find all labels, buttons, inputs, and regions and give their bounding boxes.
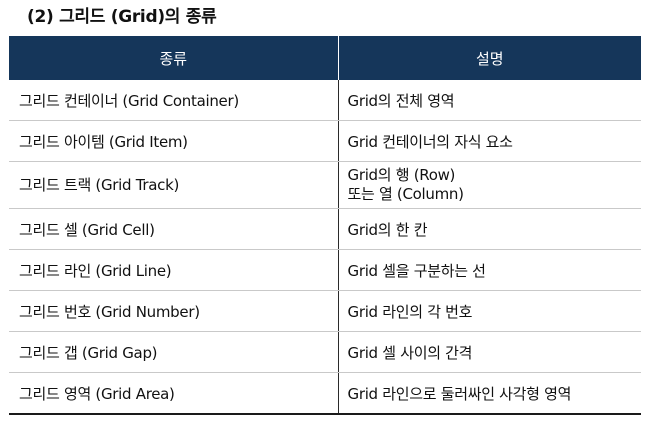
cell-description: Grid 셀을 구분하는 선: [337, 249, 641, 291]
table-header-row: 종류 설명: [9, 36, 641, 80]
table-row: 그리드 아이템 (Grid Item) Grid 컨테이너의 자식 요소: [9, 120, 641, 162]
cell-type: 그리드 트랙 (Grid Track): [9, 161, 338, 209]
description-line: 또는 열 (Column): [347, 185, 464, 203]
header-description: 설명: [337, 36, 641, 80]
cell-type: 그리드 아이템 (Grid Item): [9, 120, 338, 162]
header-type: 종류: [9, 36, 338, 80]
cell-description: Grid 컨테이너의 자식 요소: [337, 120, 641, 162]
cell-type: 그리드 컨테이너 (Grid Container): [9, 80, 338, 121]
description-line: Grid 셀 사이의 간격: [347, 343, 473, 362]
description-line: Grid의 전체 영역: [347, 91, 455, 110]
cell-description: Grid 셀 사이의 간격: [337, 331, 641, 373]
cell-type: 그리드 갭 (Grid Gap): [9, 331, 338, 373]
table-row: 그리드 라인 (Grid Line) Grid 셀을 구분하는 선: [9, 249, 641, 291]
section-title: (2) 그리드 (Grid)의 종류: [27, 7, 217, 27]
table-row: 그리드 갭 (Grid Gap) Grid 셀 사이의 간격: [9, 331, 641, 373]
description-line: Grid 컨테이너의 자식 요소: [347, 132, 513, 151]
cell-type: 그리드 셀 (Grid Cell): [9, 208, 338, 250]
table-row: 그리드 번호 (Grid Number) Grid 라인의 각 번호: [9, 290, 641, 332]
description-line: Grid 셀을 구분하는 선: [347, 261, 486, 280]
cell-type: 그리드 번호 (Grid Number): [9, 290, 338, 332]
cell-type: 그리드 영역 (Grid Area): [9, 372, 338, 415]
table-row: 그리드 컨테이너 (Grid Container) Grid의 전체 영역: [9, 80, 641, 121]
cell-description: Grid의 전체 영역: [337, 80, 641, 121]
grid-types-table: 종류 설명 그리드 컨테이너 (Grid Container) Grid의 전체…: [9, 36, 641, 415]
description-line: Grid 라인으로 둘러싸인 사각형 영역: [347, 384, 572, 403]
description-line: Grid 라인의 각 번호: [347, 302, 473, 321]
description-line: Grid의 행 (Row): [347, 166, 456, 184]
table-row: 그리드 영역 (Grid Area) Grid 라인으로 둘러싸인 사각형 영역: [9, 372, 641, 415]
table-row: 그리드 트랙 (Grid Track) Grid의 행 (Row) 또는 열 (…: [9, 161, 641, 209]
cell-description: Grid의 한 칸: [337, 208, 641, 250]
table-row: 그리드 셀 (Grid Cell) Grid의 한 칸: [9, 208, 641, 250]
description-line: Grid의 한 칸: [347, 220, 428, 239]
cell-type: 그리드 라인 (Grid Line): [9, 249, 338, 291]
cell-description: Grid 라인으로 둘러싸인 사각형 영역: [337, 372, 641, 415]
cell-description: Grid 라인의 각 번호: [337, 290, 641, 332]
cell-description: Grid의 행 (Row) 또는 열 (Column): [337, 161, 641, 209]
